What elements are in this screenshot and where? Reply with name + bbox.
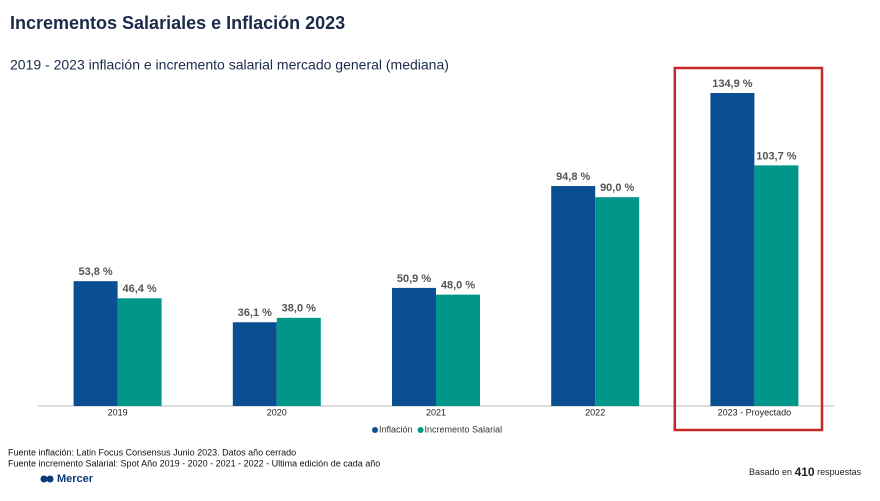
bar bbox=[232, 322, 277, 406]
bar bbox=[117, 298, 162, 406]
bar bbox=[710, 93, 755, 406]
x-tick-label: 2019 bbox=[108, 407, 128, 417]
bar bbox=[754, 165, 799, 406]
bar bbox=[436, 294, 480, 406]
value-label: 134,9 % bbox=[712, 78, 753, 90]
brand: Mercer bbox=[40, 473, 94, 485]
bar bbox=[595, 197, 640, 406]
highlight-box bbox=[673, 66, 824, 432]
bar bbox=[551, 186, 596, 406]
legend-label: Inflación bbox=[379, 424, 413, 434]
x-tick-label: 2022 bbox=[585, 407, 605, 417]
value-label: 46,4 % bbox=[122, 283, 156, 295]
chart-subtitle: 2019 - 2023 inflación e incremento salar… bbox=[10, 57, 449, 73]
x-tick-label: 2023 - Proyectado bbox=[718, 407, 792, 417]
bar bbox=[276, 317, 321, 406]
legend-label: Incremento Salarial bbox=[425, 424, 503, 434]
footer-suffix: respuestas bbox=[817, 467, 862, 477]
footer-prefix: Basado en bbox=[749, 467, 792, 477]
source-note: Fuente inflación: Latin Focus Consensus … bbox=[8, 447, 296, 457]
legend-marker bbox=[372, 427, 378, 433]
legend-marker bbox=[417, 427, 424, 433]
bar bbox=[73, 281, 118, 406]
value-label: 53,8 % bbox=[78, 266, 112, 278]
x-tick-label: 2020 bbox=[267, 407, 287, 417]
value-label: 103,7 % bbox=[756, 150, 797, 162]
chart-title: Incrementos Salariales e Inflación 2023 bbox=[10, 13, 345, 33]
footer-count: 410 bbox=[795, 465, 815, 479]
value-label: 36,1 % bbox=[238, 307, 272, 319]
value-label: 50,9 % bbox=[397, 273, 431, 285]
brand-name: Mercer bbox=[57, 473, 94, 485]
value-label: 38,0 % bbox=[282, 303, 316, 315]
value-label: 48,0 % bbox=[441, 280, 475, 292]
source-note: Fuente incremento Salarial: Spot Año 201… bbox=[8, 458, 380, 468]
footer-text: Basado en 410 respuestas bbox=[749, 465, 862, 479]
bar bbox=[392, 287, 436, 406]
brand-icon bbox=[46, 475, 54, 483]
value-label: 94,8 % bbox=[556, 171, 590, 183]
value-label: 90,0 % bbox=[600, 182, 634, 194]
brand-icon bbox=[40, 475, 48, 483]
x-tick-label: 2021 bbox=[426, 407, 446, 417]
